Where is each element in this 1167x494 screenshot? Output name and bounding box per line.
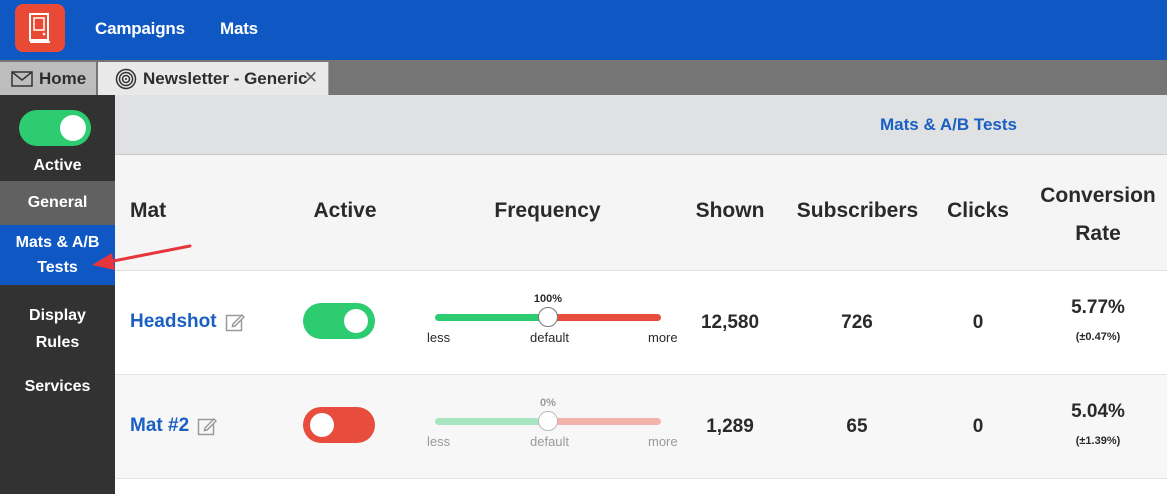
column-header-shown: Shown <box>695 199 765 222</box>
tab-home[interactable]: Home <box>0 62 96 95</box>
slider-label-more: more <box>648 434 678 449</box>
sidebar-item-general[interactable]: General <box>0 181 115 225</box>
column-header-conversion-line1: Conversion <box>1040 184 1156 207</box>
sidebar-item-label: Rules <box>35 334 80 351</box>
table-row: Mat #2 0% less default more 1,289 65 0 5… <box>115 375 1167 479</box>
subscribers-count: 65 <box>846 416 868 437</box>
tab-newsletter[interactable]: Newsletter - Generic ✕ <box>98 62 329 95</box>
annotation-arrow-icon <box>92 244 192 270</box>
toggle-knob <box>60 115 86 141</box>
sidebar-item-mats-ab-tests[interactable]: Mats & A/B Tests <box>0 225 115 285</box>
mat-name-label: Headshot <box>130 311 217 332</box>
conversion-rate-margin: (±1.39%) <box>1075 435 1121 447</box>
slider-handle[interactable] <box>538 307 558 327</box>
campaign-status-label: Active <box>33 157 82 174</box>
conversion-rate-margin: (±0.47%) <box>1075 331 1121 343</box>
column-header-frequency: Frequency <box>494 199 601 222</box>
slider-handle[interactable] <box>538 411 558 431</box>
section-header: Mats & A/B Tests <box>115 95 1167 155</box>
target-icon <box>115 68 137 90</box>
tab-newsletter-label: Newsletter - Generic <box>143 68 308 88</box>
slider-track-less <box>435 418 548 425</box>
sidebar: Active General Mats & A/B Tests Display … <box>0 95 115 494</box>
conversion-rate: 5.77% <box>1071 297 1125 318</box>
table-row: Headshot 100% less default more 12,580 7… <box>115 271 1167 375</box>
frequency-slider[interactable]: 0% less default more <box>427 397 678 457</box>
frequency-slider[interactable]: 100% less default more <box>427 293 678 353</box>
column-header-clicks: Clicks <box>947 199 1009 222</box>
nav-campaigns[interactable]: Campaigns <box>95 19 185 38</box>
door-icon <box>29 13 50 43</box>
slider-track-more <box>548 418 661 425</box>
slider-label-less: less <box>427 330 451 345</box>
tab-bar: Home Newsletter - Generic ✕ <box>0 60 1167 95</box>
tab-home-label: Home <box>39 68 87 88</box>
edit-icon[interactable] <box>225 312 245 332</box>
clicks-count: 0 <box>972 416 984 437</box>
slider-track-more <box>548 314 661 321</box>
shown-count: 12,580 <box>700 312 760 333</box>
slider-label-more: more <box>648 330 678 345</box>
mat-name-link[interactable]: Mat #2 <box>130 415 218 437</box>
mat-name-label: Mat #2 <box>130 415 190 436</box>
conversion-rate: 5.04% <box>1071 401 1125 422</box>
nav-mats[interactable]: Mats <box>220 19 258 38</box>
slider-label-default: default <box>530 434 570 449</box>
sidebar-item-label: Services <box>24 378 91 395</box>
clicks-count: 0 <box>972 312 984 333</box>
section-title: Mats & A/B Tests <box>880 115 1017 134</box>
slider-label-less: less <box>427 434 451 449</box>
column-header-active: Active <box>313 199 377 222</box>
app-logo[interactable] <box>15 4 65 52</box>
sidebar-item-services[interactable]: Services <box>0 373 115 400</box>
mat-active-toggle[interactable] <box>303 407 375 443</box>
toggle-knob <box>310 413 334 437</box>
slider-track-less <box>435 314 548 321</box>
slider-label-default: default <box>530 330 570 345</box>
shown-count: 1,289 <box>706 416 754 437</box>
mat-active-toggle[interactable] <box>303 303 375 339</box>
close-icon[interactable]: ✕ <box>303 68 318 87</box>
toggle-knob <box>344 309 368 333</box>
frequency-percent: 0% <box>540 397 556 409</box>
top-bar: Campaigns Mats <box>0 0 1167 60</box>
envelope-icon <box>11 70 33 87</box>
subscribers-count: 726 <box>841 312 873 333</box>
sidebar-item-label: General <box>27 194 88 211</box>
column-header-conversion-rate: Conversion Rate <box>1033 177 1163 253</box>
edit-icon[interactable] <box>197 416 218 436</box>
sidebar-item-display-rules[interactable]: Display Rules <box>0 302 115 356</box>
column-header-mat: Mat <box>130 199 167 222</box>
sidebar-item-label: Display <box>29 307 86 324</box>
column-header-conversion-line2: Rate <box>1075 222 1121 245</box>
sidebar-item-label: Mats & A/B <box>15 234 100 251</box>
column-header-subscribers: Subscribers <box>796 199 919 222</box>
mat-name-link[interactable]: Headshot <box>130 311 245 333</box>
campaign-active-toggle[interactable] <box>19 110 91 146</box>
frequency-percent: 100% <box>533 293 563 305</box>
sidebar-item-label: Tests <box>37 259 78 276</box>
table-header: Mat Active Frequency Shown Subscribers C… <box>115 155 1167 271</box>
